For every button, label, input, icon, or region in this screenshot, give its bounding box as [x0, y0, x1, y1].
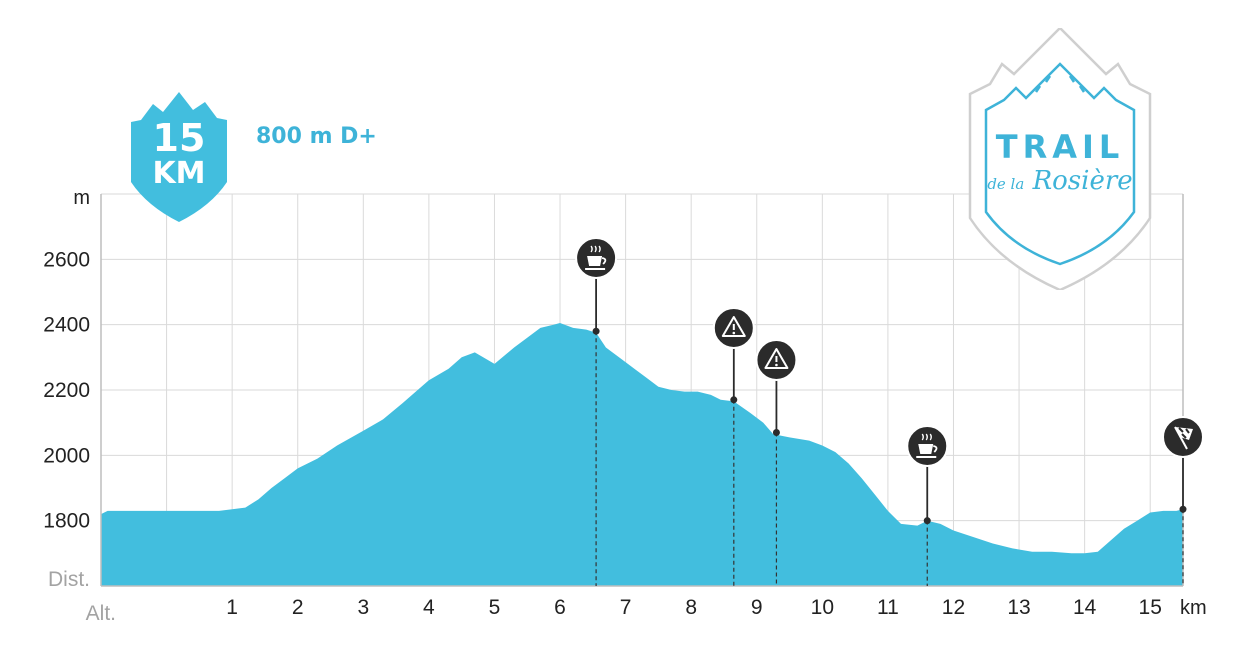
x-tick-label: 5	[489, 596, 501, 619]
marker-point	[730, 396, 738, 404]
flag-checks	[1178, 427, 1190, 439]
y-axis-ticks: 1800 2000 2200 2400 2600	[43, 248, 90, 532]
cup-shape	[587, 256, 603, 266]
x-tick-label: 6	[554, 596, 566, 619]
steam-line	[590, 245, 593, 253]
steam-line	[921, 433, 924, 441]
x-tick-label: 3	[357, 596, 369, 619]
warning-triangle	[764, 348, 789, 369]
distance-badge: 15 KM	[131, 116, 227, 192]
y-tick-label: 1800	[43, 510, 90, 533]
elevation-gain-label: 800 m D+	[256, 124, 377, 149]
x-tick-label: 15	[1139, 596, 1162, 619]
route-markers	[575, 237, 1204, 586]
coffee-icon	[906, 425, 949, 467]
x-tick-label: 13	[1007, 596, 1030, 619]
x-tick-label: 9	[751, 596, 763, 619]
flag-cloth	[1175, 427, 1193, 440]
y-axis-unit: m	[73, 187, 90, 209]
cup-handle	[933, 445, 938, 453]
distance-badge-value: 15	[152, 116, 206, 160]
y-tick-label: 2400	[43, 314, 90, 337]
y-tick-label: 2200	[43, 379, 90, 402]
x-tick-label: 10	[811, 596, 834, 619]
steam-line	[594, 245, 597, 253]
x-axis-ticks: 1 2 3 4 5 6 7 8 9 10 11 12 13 14 15	[226, 596, 1162, 619]
distance-axis-label: Dist.	[48, 568, 90, 591]
warning-dot	[775, 363, 778, 367]
y-tick-label: 2600	[43, 248, 90, 271]
finish-flag-icon	[1162, 416, 1204, 458]
x-tick-label: 4	[423, 596, 435, 619]
marker-point	[592, 327, 600, 335]
marker-point	[923, 517, 931, 525]
axis-frame	[100, 194, 1184, 587]
steam-line	[925, 433, 928, 441]
cup-handle	[601, 257, 607, 265]
trail-logo-emblem	[968, 28, 1152, 290]
x-tick-label: 1	[226, 596, 238, 619]
distance-badge-shape	[131, 92, 227, 222]
marker-point	[772, 428, 780, 436]
warning-triangle	[721, 316, 746, 337]
logo-subtitle: de la Rosière	[960, 166, 1160, 196]
steam-line	[929, 433, 932, 441]
logo-subtitle-prefix: de la	[987, 175, 1025, 193]
elevation-profile-area	[101, 323, 1183, 586]
x-axis-unit: km	[1180, 597, 1207, 619]
warning-dot	[732, 331, 736, 335]
y-tick-label: 2000	[43, 444, 90, 467]
distance-badge-unit: KM	[152, 156, 206, 191]
x-tick-label: 8	[685, 596, 697, 619]
logo-title: TRAIL	[995, 128, 1125, 166]
x-tick-label: 2	[292, 596, 304, 619]
steam-line	[598, 245, 601, 253]
marker-point	[1179, 505, 1187, 513]
altitude-axis-label: Alt.	[86, 602, 116, 625]
coffee-icon	[575, 237, 618, 279]
x-tick-label: 11	[877, 596, 899, 619]
warning-icon	[712, 307, 755, 349]
x-tick-label: 14	[1073, 596, 1097, 619]
warning-icon	[755, 339, 798, 381]
x-tick-label: 7	[620, 596, 632, 619]
x-tick-label: 12	[942, 596, 965, 619]
logo-subtitle-name: Rosière	[1032, 166, 1133, 196]
cup-shape	[918, 444, 934, 454]
